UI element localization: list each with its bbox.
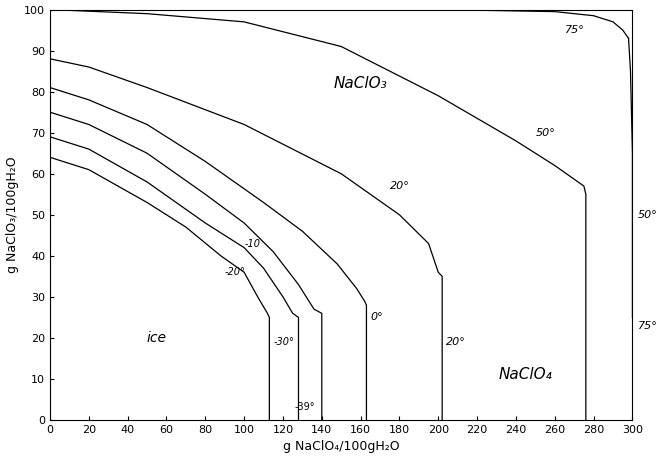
Text: -10: -10 — [244, 239, 260, 248]
Text: 75°: 75° — [564, 25, 584, 35]
Text: ice: ice — [147, 331, 167, 345]
Text: 0°: 0° — [371, 313, 383, 322]
Text: 75°: 75° — [638, 321, 658, 330]
Text: -20°: -20° — [225, 267, 245, 277]
Text: NaClO₃: NaClO₃ — [333, 76, 387, 91]
Y-axis label: g NaClO₃/100gH₂O: g NaClO₃/100gH₂O — [5, 157, 19, 273]
Text: NaClO₄: NaClO₄ — [499, 367, 552, 382]
Text: -39°: -39° — [294, 402, 314, 412]
Text: 20°: 20° — [390, 181, 410, 191]
Text: -30°: -30° — [273, 337, 294, 347]
Text: 50°: 50° — [638, 210, 658, 220]
X-axis label: g NaClO₄/100gH₂O: g NaClO₄/100gH₂O — [283, 441, 400, 453]
Text: 20°: 20° — [446, 337, 466, 347]
Text: 50°: 50° — [535, 128, 555, 138]
